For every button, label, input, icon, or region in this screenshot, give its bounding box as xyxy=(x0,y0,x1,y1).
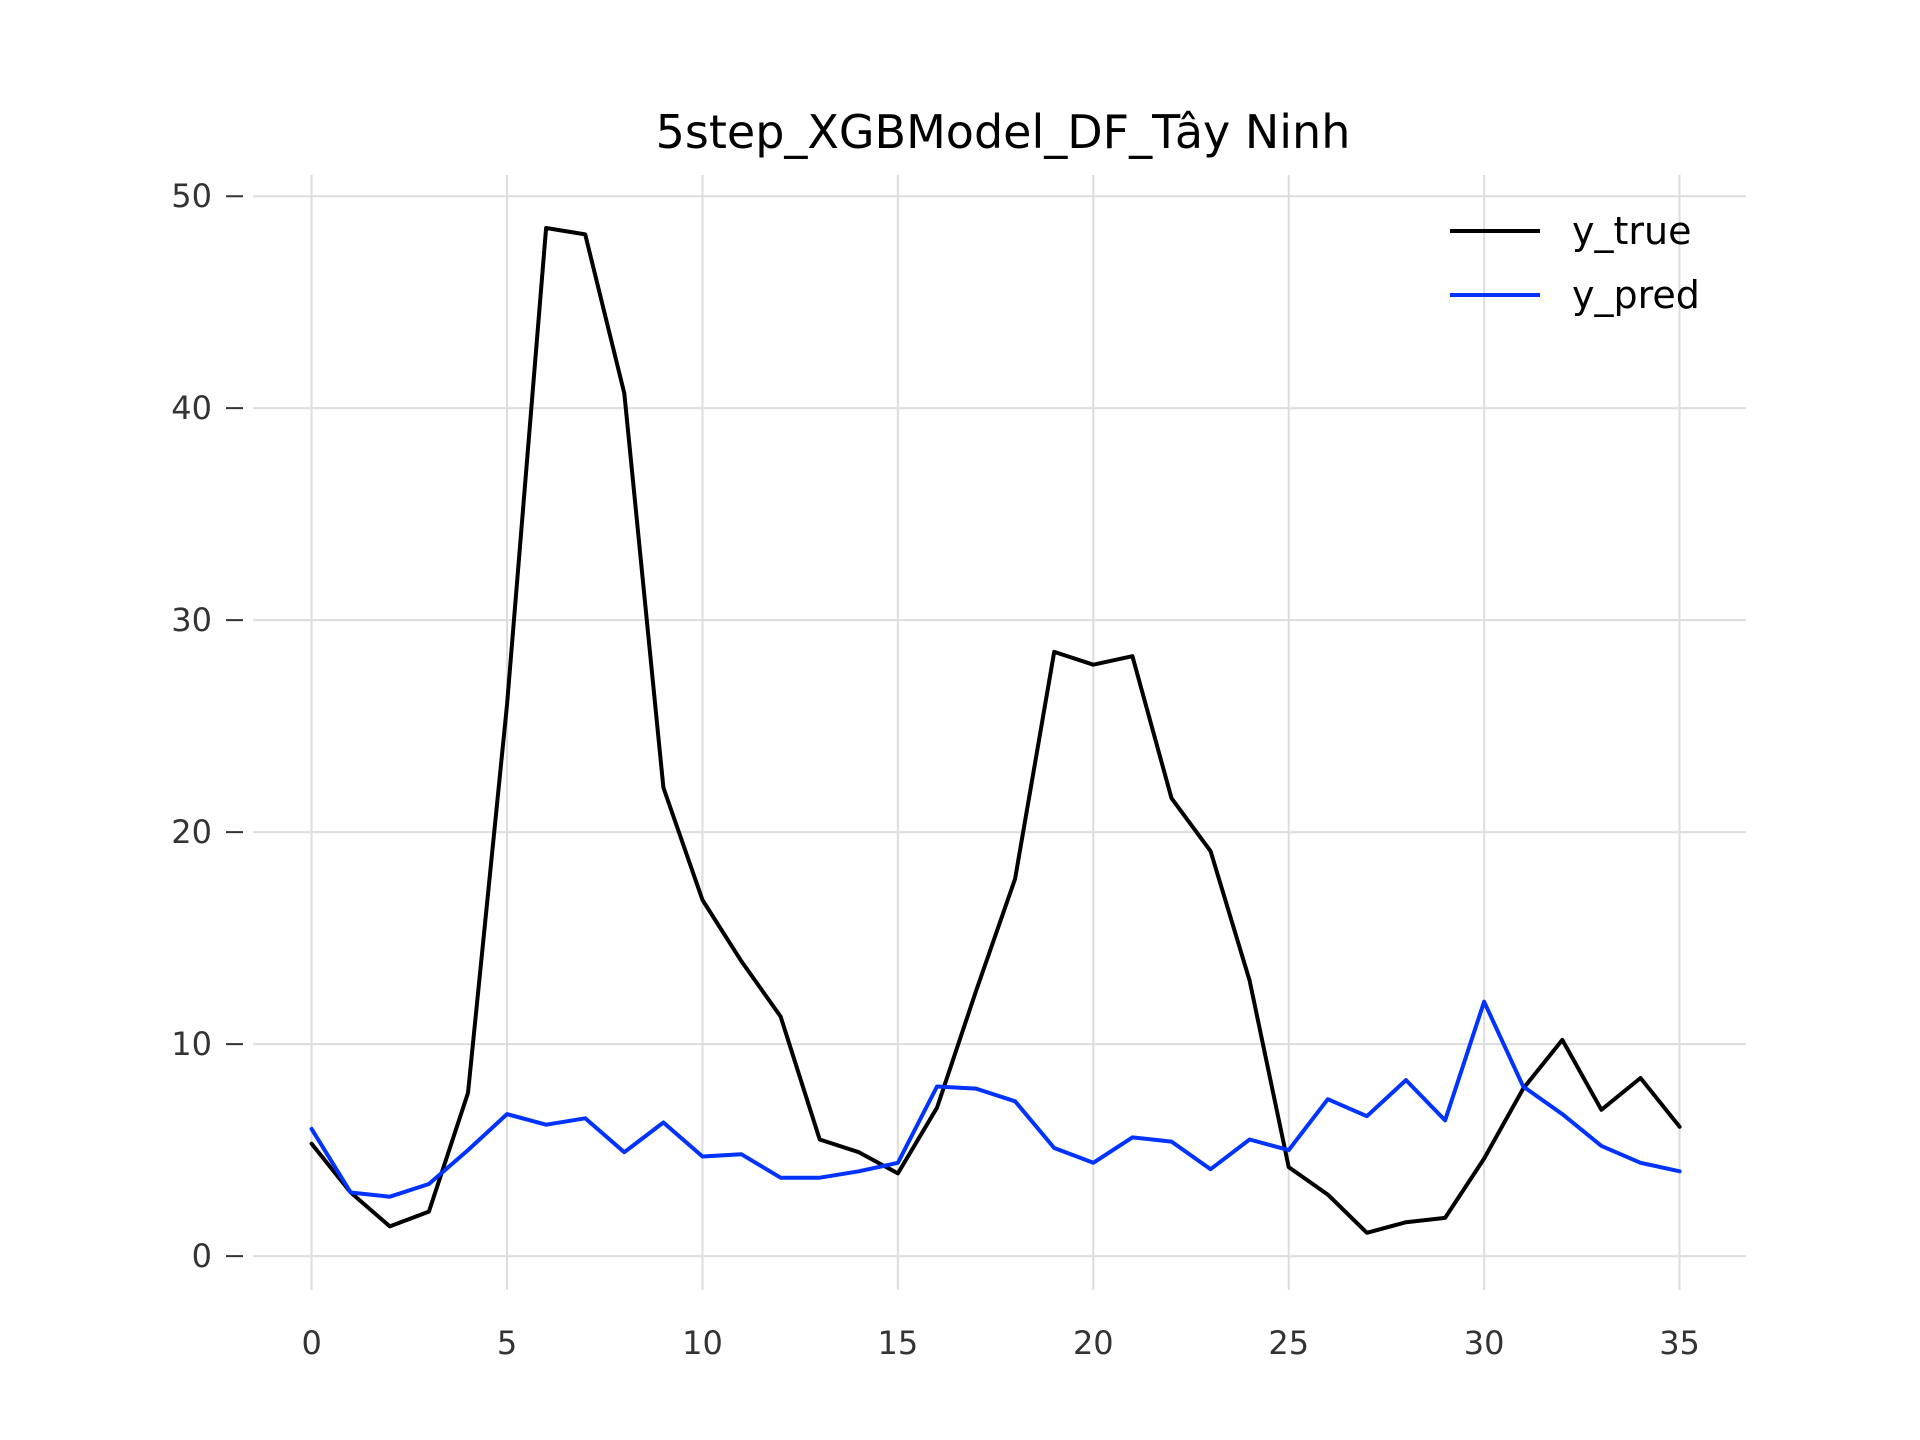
legend-label-y-true: y_true xyxy=(1572,209,1691,253)
x-tick-label: 35 xyxy=(1659,1324,1700,1362)
grid-lines xyxy=(253,175,1746,1290)
chart-title: 5step_XGBModel_DF_Tây Ninh xyxy=(656,105,1351,159)
x-tick-label: 0 xyxy=(301,1324,321,1362)
x-tick-label: 10 xyxy=(682,1324,723,1362)
legend: y_true y_pred xyxy=(1450,209,1700,317)
x-tick-label: 15 xyxy=(878,1324,919,1362)
y-tick-label: 20 xyxy=(171,813,212,851)
y-tick-label: 10 xyxy=(171,1025,212,1063)
series-lines xyxy=(309,226,1682,1235)
axis-ticks: 0 5 10 15 20 25 30 35 0 10 20 30 40 50 xyxy=(171,177,1700,1362)
x-tick-label: 5 xyxy=(497,1324,517,1362)
legend-label-y-pred: y_pred xyxy=(1572,273,1700,317)
series-line-y-true xyxy=(309,226,1682,1235)
x-tick-label: 30 xyxy=(1464,1324,1505,1362)
series-line-y-pred xyxy=(309,999,1682,1199)
y-tick-label: 0 xyxy=(192,1237,212,1275)
x-tick-label: 25 xyxy=(1268,1324,1309,1362)
x-tick-label: 20 xyxy=(1073,1324,1114,1362)
y-tick-label: 30 xyxy=(171,601,212,639)
y-tick-label: 40 xyxy=(171,389,212,427)
y-tick-label: 50 xyxy=(171,177,212,215)
